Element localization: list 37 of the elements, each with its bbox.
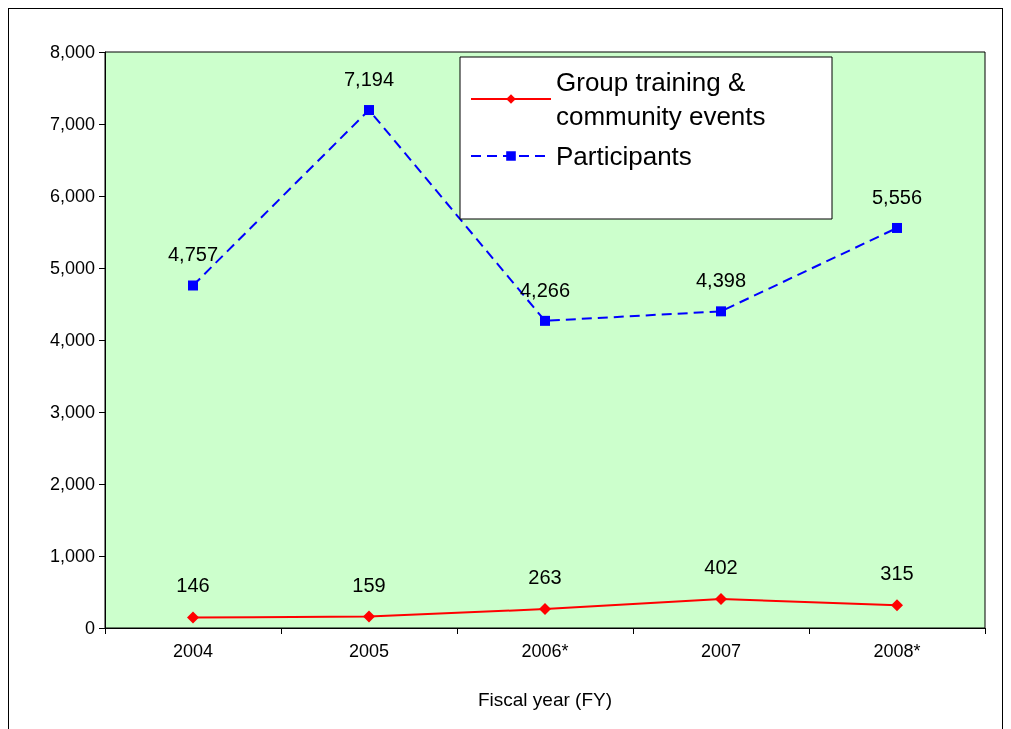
point (364, 105, 374, 116)
point (363, 610, 375, 623)
point (716, 306, 726, 317)
x-tick-label: 2007 (700, 641, 742, 661)
point (188, 280, 198, 291)
y-tick-label: 0 (84, 618, 95, 638)
y-tick-label: 5,000 (49, 258, 95, 278)
data-label: 402 (704, 556, 738, 579)
legend-label: Participants (556, 141, 692, 171)
x-tick-label: 2006* (521, 641, 569, 661)
y-tick-label: 4,000 (49, 330, 95, 350)
point (187, 611, 199, 624)
data-label: 263 (528, 566, 562, 589)
data-label: 315 (880, 562, 914, 585)
point (540, 315, 550, 326)
x-axis-title: Fiscal year (FY) (477, 689, 613, 710)
point (891, 599, 903, 612)
data-label: 146 (176, 574, 210, 597)
y-tick-label: 3,000 (49, 402, 95, 422)
x-tick-label: 2008* (873, 641, 921, 661)
data-label: 7,194 (343, 68, 395, 91)
point (715, 593, 727, 606)
y-tick-label: 7,000 (49, 114, 95, 134)
y-tick-label: 8,000 (49, 42, 95, 62)
data-label: 159 (352, 573, 386, 596)
y-tick-label: 1,000 (49, 546, 95, 566)
x-tick-label: 2005 (348, 641, 390, 661)
data-label: 4,398 (695, 269, 747, 292)
y-tick-label: 2,000 (49, 474, 95, 494)
x-tick-label: 2004 (172, 641, 214, 661)
data-label: 4,757 (167, 243, 219, 266)
y-tick-label: 6,000 (49, 186, 95, 206)
data-label: 5,556 (871, 185, 923, 208)
point (539, 603, 551, 616)
data-label: 4,266 (519, 278, 571, 301)
legend-label: Group training & community events (556, 67, 766, 131)
point (892, 222, 902, 233)
